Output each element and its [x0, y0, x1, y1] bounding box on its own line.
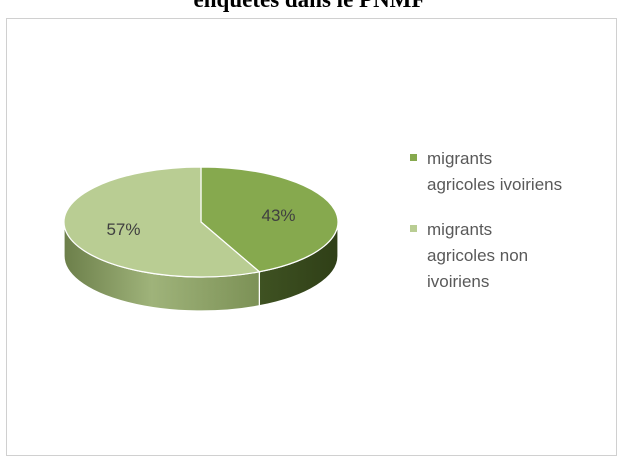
- legend-swatch-ivoiriens: [410, 154, 417, 161]
- pie-slice-0: [200, 166, 339, 273]
- legend-label-line-2: agricoles ivoiriens: [427, 175, 563, 194]
- data-label-1: 57%: [106, 220, 140, 239]
- legend-label-line-2: agricoles non: [427, 246, 529, 265]
- chart-title: enquêtés dans le PNMF: [0, 0, 619, 14]
- legend-label-line-3: ivoiriens: [427, 272, 490, 291]
- legend-label-line-1: migrants: [427, 220, 493, 239]
- legend-swatch-non-ivoiriens: [410, 225, 417, 232]
- data-label-0: 43%: [262, 206, 296, 225]
- legend-item-ivoiriens: migrants agricoles ivoiriens: [410, 146, 610, 198]
- legend-item-non-ivoiriens: migrants agricoles non ivoiriens: [410, 217, 610, 295]
- legend: migrants agricoles ivoiriens migrants ag…: [410, 146, 610, 314]
- pie-slice-1: [63, 166, 261, 278]
- legend-label-line-1: migrants: [427, 149, 493, 168]
